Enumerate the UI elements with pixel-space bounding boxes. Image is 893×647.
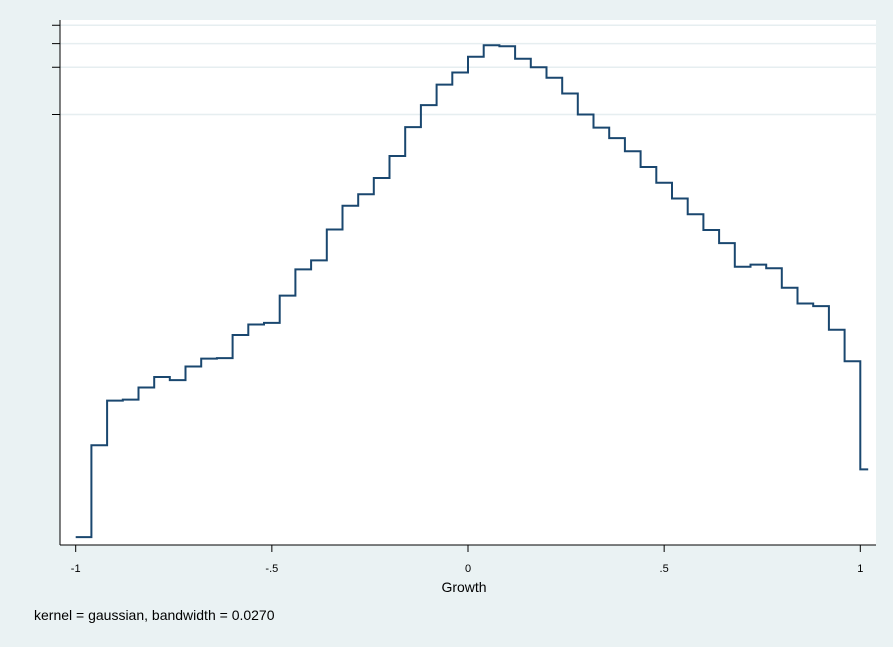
x-tick-label: 1 — [857, 563, 863, 575]
x-tick-label: -.5 — [265, 563, 278, 575]
x-tick-label: .5 — [660, 563, 669, 575]
density-step-line — [75, 44, 869, 539]
x-axis-ticks: -1 -.5 0 .5 1 — [71, 545, 863, 575]
plot-area — [60, 20, 876, 545]
x-tick-label: -1 — [71, 563, 81, 575]
kernel-note: kernel = gaussian, bandwidth = 0.0270 — [34, 607, 275, 623]
x-axis-title: Growth — [441, 579, 486, 595]
x-tick-label: 0 — [465, 563, 471, 575]
y-axis-ticks — [52, 24, 60, 115]
